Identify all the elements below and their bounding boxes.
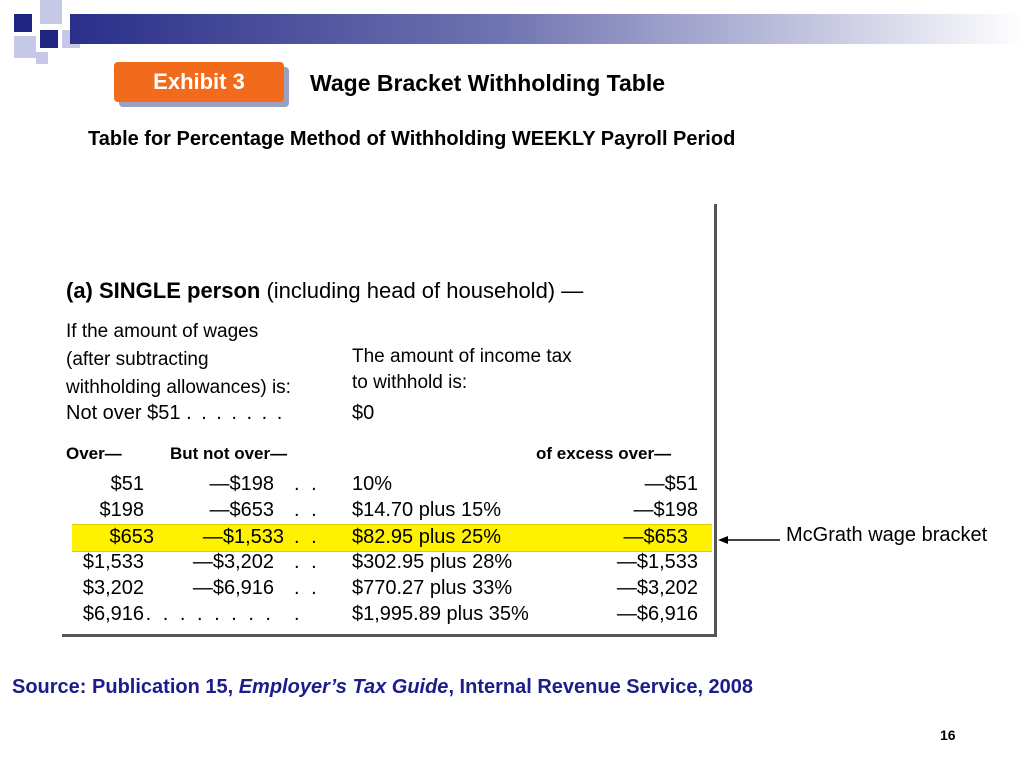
cell-tax: $770.27 plus 33% [352, 577, 513, 599]
tax-header-line: The amount of income tax [352, 346, 572, 367]
cell-excess: —$1,533 [616, 551, 698, 573]
arrow-left-icon [718, 536, 780, 544]
cell-excess: —$3,202 [616, 577, 698, 599]
source-italic: Employer’s Tax Guide [238, 676, 449, 698]
col-header-of-excess: of excess over— [536, 444, 672, 463]
tax-header: The amount of income tax to withhold is: [352, 344, 572, 396]
table-heading-bold: (a) SINGLE person [66, 278, 261, 303]
col-header-over: Over— [66, 444, 122, 463]
tax-header-line: to withhold is: [352, 372, 468, 393]
cell-over: $1,533 [82, 551, 144, 573]
cell-tax: 10% [352, 473, 393, 495]
wage-header-line: withholding allowances) is: [66, 377, 291, 398]
cell-over: $51 [110, 473, 144, 495]
col-header-but-not-over: But not over— [170, 444, 288, 463]
table-row-highlighted: $653 —$1,533 . . $82.95 plus 25% —$653 [72, 524, 712, 552]
wage-header-line: (after subtracting [66, 349, 209, 370]
source-prefix: Source: Publication 15, [12, 676, 239, 698]
mcgrath-bracket-label: McGrath wage bracket [786, 524, 988, 546]
withholding-table: (a) SINGLE person (including head of hou… [62, 204, 717, 637]
cell-but-not-over: —$3,202 [192, 551, 274, 573]
cell-tax: $1,995.89 plus 35% [352, 603, 529, 625]
cell-dots: . . [294, 526, 320, 548]
cell-tax: $14.70 plus 15% [352, 499, 502, 521]
cell-dots: . . [294, 473, 320, 495]
cell-excess: —$198 [633, 499, 699, 521]
cell-but-not-over: —$1,533 [202, 526, 284, 548]
table-heading-rest: (including head of household) — [260, 278, 584, 303]
slide-subtitle: Table for Percentage Method of Withholdi… [88, 128, 736, 150]
table-heading: (a) SINGLE person (including head of hou… [66, 278, 583, 304]
wage-header-line: If the amount of wages [66, 321, 259, 342]
cell-over: $653 [109, 526, 155, 548]
not-over-tax: $0 [352, 402, 375, 424]
source-citation: Source: Publication 15, Employer’s Tax G… [12, 676, 753, 699]
table-row: $3,202 —$6,916 . . $770.27 plus 33% —$3,202 [62, 576, 712, 602]
cell-but-not-over: —$6,916 [192, 577, 274, 599]
cell-excess: —$51 [644, 473, 698, 495]
cell-dots: . . [294, 551, 320, 573]
source-suffix: , Internal Revenue Service, 2008 [448, 676, 754, 698]
wage-header: If the amount of wages (after subtractin… [66, 318, 291, 402]
cell-dots: . [294, 603, 303, 625]
cell-tax: $82.95 plus 25% [352, 526, 502, 548]
page-number: 16 [940, 727, 956, 743]
cell-excess: —$6,916 [616, 603, 698, 625]
cell-excess: —$653 [623, 526, 689, 548]
cell-tax: $302.95 plus 28% [352, 551, 513, 573]
cell-but-not-over: —$198 [209, 473, 275, 495]
not-over-text: Not over $51 [66, 402, 181, 424]
table-row: $1,533 —$3,202 . . $302.95 plus 28% —$1,533 [62, 550, 712, 576]
header-gradient-bar [70, 14, 1024, 44]
not-over-dots: . . . . . . . [186, 402, 285, 424]
cell-but-not-over: . . . . . . . . [145, 603, 274, 625]
cell-over: $6,916 [82, 603, 144, 625]
cell-over: $3,202 [82, 577, 144, 599]
table-row: $6,916. . . . . . . .. $1,995.89 plus 35%… [62, 602, 712, 628]
exhibit-badge: Exhibit 3 [114, 62, 284, 102]
cell-dots: . . [294, 577, 320, 599]
cell-over: $198 [99, 499, 145, 521]
slide-title: Wage Bracket Withholding Table [310, 70, 666, 96]
not-over-label: Not over $51 . . . . . . . [66, 402, 284, 425]
table-row: $51 —$198 . . 10% —$51 [62, 472, 712, 498]
cell-dots: . . [294, 499, 320, 521]
cell-but-not-over: —$653 [209, 499, 275, 521]
table-row: $198 —$653 . . $14.70 plus 15% —$198 [62, 498, 712, 524]
